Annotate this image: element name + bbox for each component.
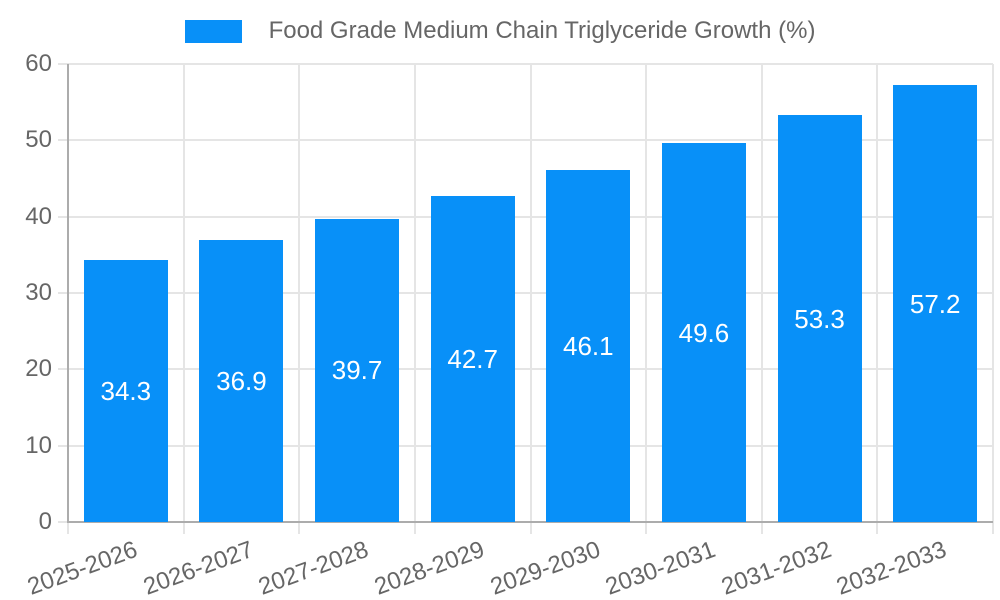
- x-tick-label: 2025-2026: [23, 536, 142, 600]
- bar-value-label: 36.9: [216, 366, 267, 397]
- y-tick-mark: [58, 63, 68, 65]
- bar[interactable]: 42.7: [430, 196, 515, 522]
- y-axis-line: [67, 64, 69, 523]
- y-tick-label: 60: [25, 50, 52, 77]
- y-tick-label: 30: [25, 279, 52, 306]
- x-tick-label: 2028-2029: [370, 536, 488, 600]
- gridline-vertical: [645, 64, 648, 522]
- x-tick-mark: [182, 522, 185, 534]
- bar-value-label: 39.7: [331, 355, 383, 386]
- bar[interactable]: 46.1: [546, 170, 631, 522]
- x-axis-line: [68, 521, 993, 523]
- x-tick-mark: [298, 522, 301, 534]
- bar-value-label: 34.3: [100, 376, 152, 407]
- legend-swatch-icon: [184, 19, 242, 43]
- gridline-vertical: [992, 64, 994, 522]
- bar-value-label: 49.6: [678, 317, 730, 348]
- legend[interactable]: Food Grade Medium Chain Triglyceride Gro…: [0, 17, 1000, 44]
- y-tick-label: 50: [25, 126, 52, 154]
- y-tick-mark: [58, 444, 68, 447]
- bar-value-label: 46.1: [563, 331, 614, 362]
- gridline-vertical: [760, 64, 763, 522]
- x-tick-label: 2032-2033: [833, 536, 951, 600]
- bar-value-label: 42.7: [447, 344, 498, 375]
- bar-value-label: 53.3: [794, 303, 845, 334]
- y-tick-label: 20: [25, 355, 52, 383]
- bar[interactable]: 39.7: [315, 218, 400, 522]
- gridline-vertical: [182, 64, 185, 522]
- x-tick-mark: [645, 522, 648, 534]
- x-tick-mark: [529, 522, 532, 534]
- gridline-vertical: [876, 64, 879, 522]
- y-tick-mark: [58, 215, 68, 218]
- bar[interactable]: 34.3: [83, 260, 168, 522]
- x-tick-mark: [992, 522, 994, 534]
- bar[interactable]: 53.3: [777, 115, 862, 522]
- y-tick-label: 40: [25, 202, 52, 230]
- gridline-vertical: [413, 64, 416, 522]
- x-tick-label: 2031-2032: [717, 536, 835, 600]
- x-tick-mark: [413, 522, 416, 534]
- y-tick-mark: [58, 521, 68, 523]
- bar[interactable]: 49.6: [661, 143, 746, 522]
- x-tick-label: 2027-2028: [255, 536, 373, 600]
- x-tick-label: 2026-2027: [139, 536, 257, 600]
- x-tick-label: 2029-2030: [486, 536, 604, 600]
- x-tick-mark: [760, 522, 763, 534]
- legend-label: Food Grade Medium Chain Triglyceride Gro…: [268, 17, 816, 44]
- x-tick-label: 2030-2031: [602, 536, 720, 600]
- bar[interactable]: 57.2: [893, 85, 978, 522]
- bar-value-label: 57.2: [909, 288, 961, 319]
- gridline-vertical: [298, 64, 301, 522]
- y-tick-label: 10: [25, 431, 52, 459]
- bar[interactable]: 36.9: [199, 240, 284, 522]
- y-tick-mark: [58, 368, 68, 371]
- gridline-vertical: [529, 64, 532, 522]
- x-tick-mark: [876, 522, 879, 534]
- y-tick-mark: [58, 139, 68, 142]
- y-tick-mark: [58, 292, 68, 294]
- y-tick-label: 0: [38, 508, 52, 535]
- x-tick-mark: [67, 522, 69, 534]
